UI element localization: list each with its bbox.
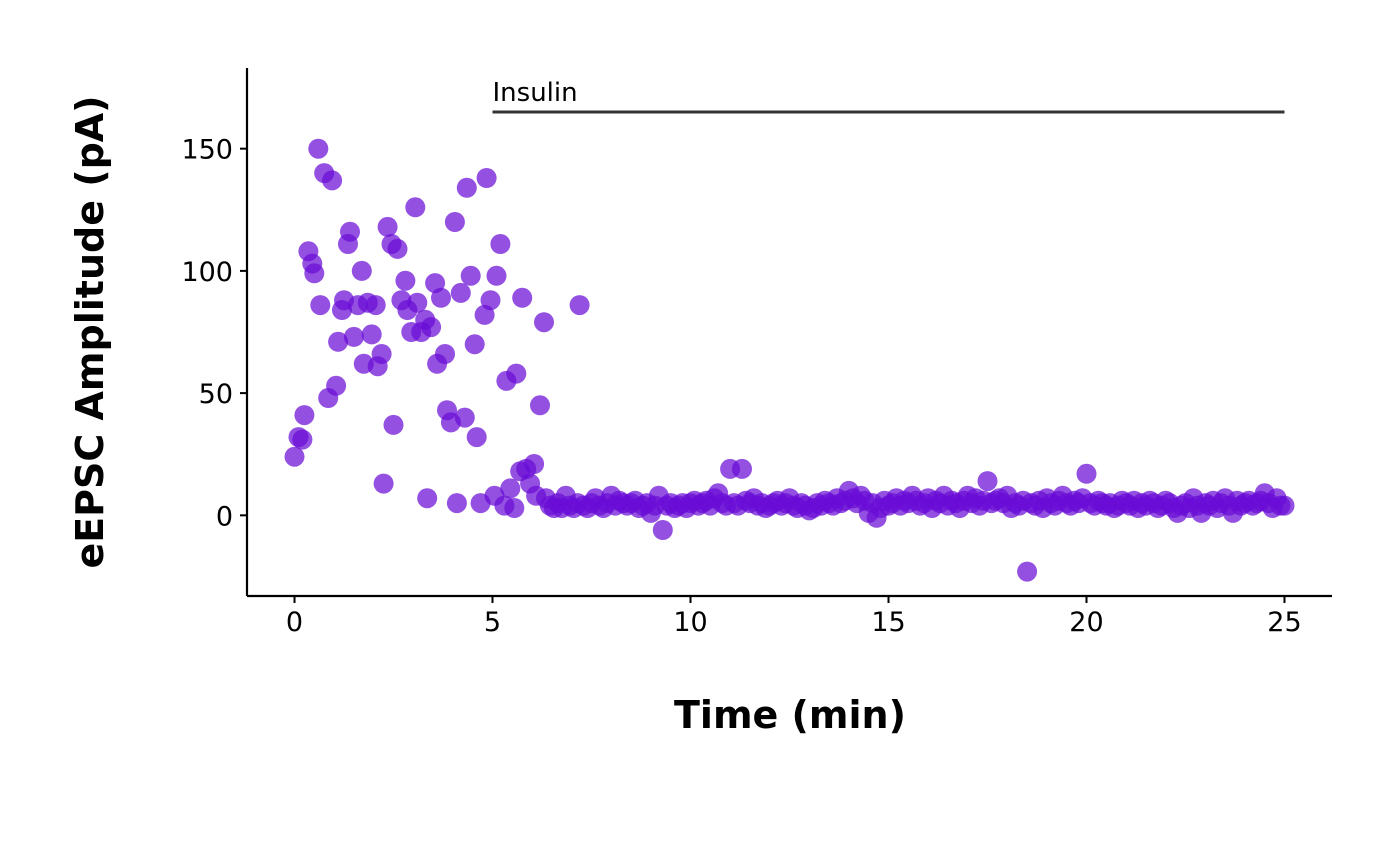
data-point-74 bbox=[530, 395, 550, 416]
data-point-50 bbox=[450, 282, 471, 303]
data-point-53 bbox=[460, 265, 481, 286]
data-point-55 bbox=[466, 427, 487, 448]
data-point-106 bbox=[652, 520, 673, 540]
data-point-12 bbox=[326, 375, 347, 396]
data-point-45 bbox=[435, 344, 455, 364]
data-point-2 bbox=[292, 429, 313, 450]
x-axis-ticks: 0 5 10 15 20 25 bbox=[286, 596, 1302, 638]
data-point-40 bbox=[417, 488, 438, 509]
data-point-36 bbox=[405, 197, 426, 218]
data-point-0 bbox=[284, 446, 305, 467]
data-point-17 bbox=[340, 221, 360, 242]
data-point-67 bbox=[506, 363, 527, 384]
data-point-18 bbox=[343, 326, 364, 347]
data-point-52 bbox=[456, 177, 477, 198]
data-point-6 bbox=[304, 263, 325, 284]
x-tick-label-10: 10 bbox=[673, 607, 707, 638]
data-point-85 bbox=[569, 295, 590, 316]
data-point-61 bbox=[486, 265, 507, 286]
data-point-126 bbox=[732, 458, 752, 479]
data-point-49 bbox=[446, 493, 467, 514]
data-point-24 bbox=[365, 295, 386, 316]
data-point-23 bbox=[361, 324, 382, 345]
data-point-59 bbox=[480, 290, 501, 311]
data-point-48 bbox=[444, 212, 465, 232]
data-point-213 bbox=[1076, 463, 1097, 484]
x-tick-label-20: 20 bbox=[1069, 607, 1103, 638]
data-point-65 bbox=[500, 478, 521, 499]
x-tick-label-25: 25 bbox=[1267, 607, 1301, 638]
data-point-69 bbox=[512, 287, 533, 308]
data-point-66 bbox=[504, 498, 525, 518]
data-point-54 bbox=[464, 334, 485, 355]
data-point-58 bbox=[476, 168, 497, 188]
data-point-7 bbox=[308, 138, 329, 159]
data-point-33 bbox=[395, 270, 416, 291]
insulin-label: Insulin bbox=[493, 78, 578, 108]
y-tick-label-50: 50 bbox=[199, 379, 233, 410]
data-point-20 bbox=[351, 260, 372, 281]
x-tick-label-0: 0 bbox=[286, 607, 303, 638]
data-point-75 bbox=[534, 312, 554, 333]
data-point-3 bbox=[294, 405, 315, 426]
data-points bbox=[284, 138, 1295, 582]
x-axis-title: Time (min) bbox=[674, 693, 906, 737]
y-axis-ticks: 0 50 100 150 bbox=[181, 135, 247, 532]
data-point-263 bbox=[1274, 495, 1295, 516]
y-tick-label-150: 150 bbox=[181, 135, 233, 166]
data-point-11 bbox=[322, 170, 343, 191]
y-tick-label-0: 0 bbox=[216, 501, 233, 532]
data-point-26 bbox=[371, 344, 392, 364]
data-point-41 bbox=[421, 317, 442, 338]
data-point-8 bbox=[310, 295, 331, 316]
y-axis-title: eEPSC Amplitude (pA) bbox=[68, 95, 112, 568]
data-point-198 bbox=[1017, 561, 1038, 582]
data-point-72 bbox=[524, 454, 545, 474]
data-point-31 bbox=[387, 238, 408, 259]
data-point-28 bbox=[377, 216, 398, 237]
y-tick-label-100: 100 bbox=[181, 257, 233, 288]
data-point-44 bbox=[431, 287, 451, 308]
data-point-27 bbox=[373, 473, 394, 494]
data-point-62 bbox=[490, 234, 511, 254]
data-point-51 bbox=[454, 407, 475, 428]
x-tick-label-15: 15 bbox=[871, 607, 905, 638]
x-tick-label-5: 5 bbox=[484, 607, 501, 638]
data-point-30 bbox=[383, 414, 404, 435]
data-point-37 bbox=[407, 292, 428, 313]
data-point-188 bbox=[977, 471, 998, 492]
data-point-13 bbox=[328, 331, 349, 352]
